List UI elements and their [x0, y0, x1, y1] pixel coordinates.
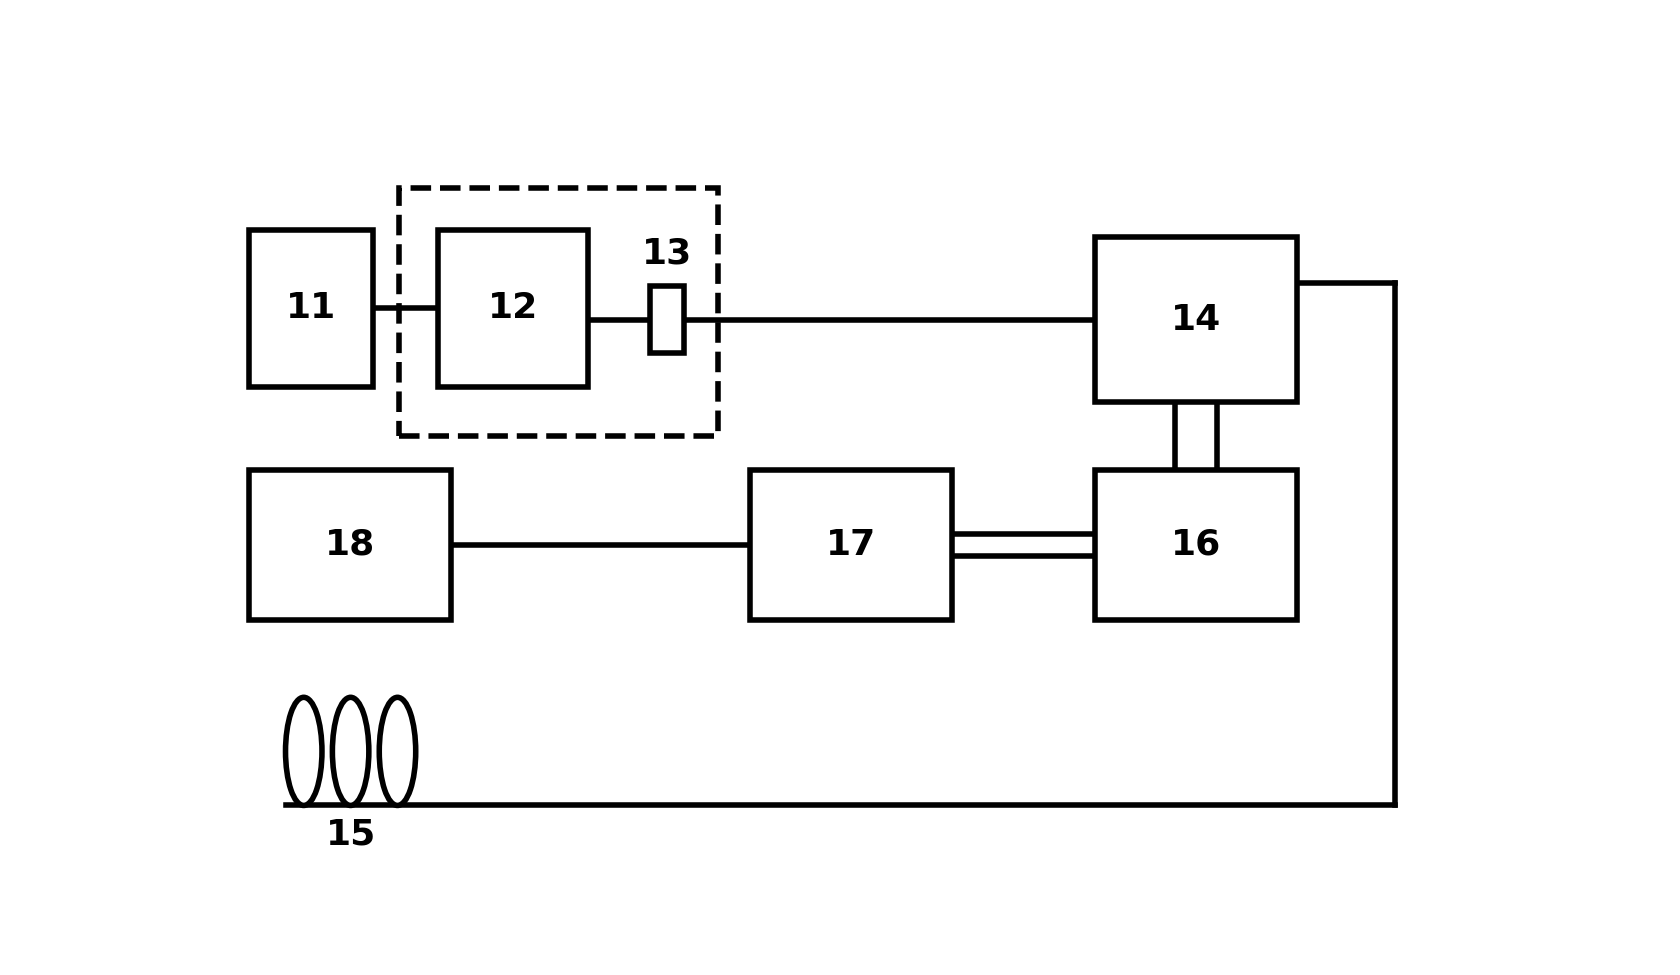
Text: 17: 17	[827, 527, 877, 562]
Ellipse shape	[333, 697, 370, 805]
FancyBboxPatch shape	[438, 230, 588, 387]
Text: 18: 18	[324, 527, 375, 562]
Text: 11: 11	[286, 292, 336, 326]
FancyBboxPatch shape	[249, 230, 373, 387]
FancyBboxPatch shape	[650, 286, 684, 354]
FancyBboxPatch shape	[1095, 470, 1297, 620]
Text: 12: 12	[487, 292, 538, 326]
FancyBboxPatch shape	[249, 470, 450, 620]
FancyBboxPatch shape	[751, 470, 953, 620]
Text: 13: 13	[642, 237, 692, 271]
Text: 14: 14	[1171, 302, 1221, 336]
Ellipse shape	[380, 697, 415, 805]
Text: 15: 15	[326, 817, 376, 851]
Ellipse shape	[286, 697, 323, 805]
FancyBboxPatch shape	[1095, 237, 1297, 403]
Text: 16: 16	[1171, 527, 1221, 562]
